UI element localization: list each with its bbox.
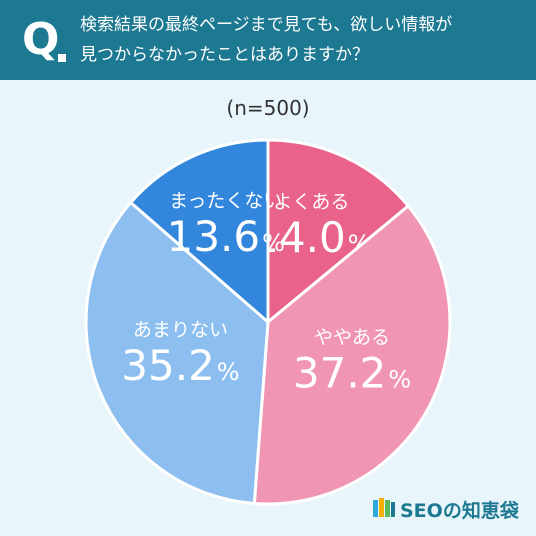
pie-slice-label-1: ややある [314,326,390,348]
pie-slice-2 [84,200,270,506]
pie-slice-1 [252,203,452,506]
pie-slice-label-3: まったくない [169,190,282,212]
pie-slice-label-2: あまりない [133,319,228,341]
pie-slice-value-2: 35.2% [121,341,239,390]
question-header: Q 検索結果の最終ページまで見ても、欲しい情報が 見つからなかったことはあります… [0,0,536,80]
sample-size-label: (n=500) [226,96,310,120]
pie-slice-0 [266,138,411,326]
brand-logo-icon [373,498,395,517]
question-mark: Q [22,14,60,65]
pie-slice-3 [128,138,270,326]
question-text-line1: 検索結果の最終ページまで見ても、欲しい情報が [80,15,453,35]
question-mark-dot [58,54,66,62]
question-text-line2: 見つからなかったことはありますか？ [80,45,369,65]
pie-slice-label-0: よくある [273,191,349,213]
pie-slice-value-1: 37.2% [293,348,411,397]
brand-name: SEOの知恵袋 [400,500,519,522]
pie-slice-value-3: 13.6% [167,212,285,261]
